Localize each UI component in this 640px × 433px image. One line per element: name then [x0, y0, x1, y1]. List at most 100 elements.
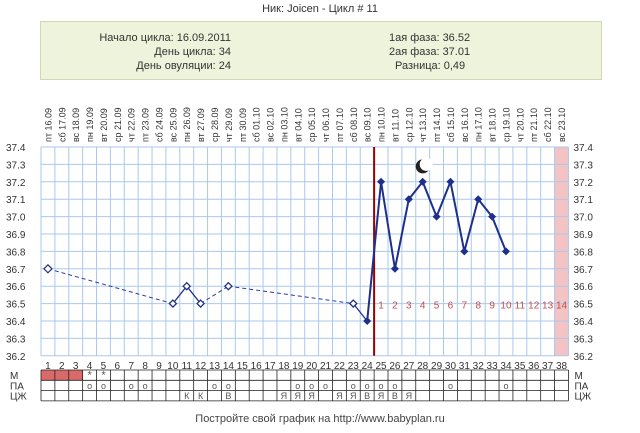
- row-mark-pa: о: [392, 381, 397, 391]
- date-label: вс 02.10: [266, 108, 276, 142]
- row-mark-cj: Я: [350, 391, 357, 401]
- day-number-label: 2: [59, 361, 65, 372]
- date-label: вс 16.10: [460, 108, 470, 142]
- date-label: пт 23.09: [141, 108, 151, 142]
- date-label: ср 19.10: [501, 107, 511, 142]
- day-number-label: 15: [237, 361, 249, 372]
- phase2-day-number: 8: [475, 301, 481, 312]
- phase2-day-number: 9: [489, 301, 495, 312]
- date-label: вт 27.09: [196, 108, 206, 142]
- series-segment: [421, 181, 438, 217]
- y-tick-label-right: 36.7: [573, 265, 593, 276]
- y-tick-label-right: 37.4: [573, 143, 593, 154]
- day-number-label: 22: [334, 361, 346, 372]
- y-tick-label-right: 36.8: [573, 247, 593, 258]
- y-tick-label-left: 36.6: [6, 282, 26, 293]
- y-tick-label-right: 37.1: [573, 195, 593, 206]
- bbt-chart: 37.4 37.4 37.3 37.3 37.2 37.2 37.1 37.1 37.0 37.0…: [6, 107, 593, 403]
- day-number-label: 18: [278, 361, 290, 372]
- date-label: вс 09.10: [363, 108, 373, 142]
- row-mark-cj: Я: [336, 391, 343, 401]
- row-mark-pa: о: [143, 381, 148, 391]
- row-mark-cj: К: [198, 391, 204, 401]
- phase2-day-number: 14: [556, 301, 568, 312]
- row-mark-cj: В: [225, 391, 231, 401]
- y-tick-label-left: 36.4: [6, 317, 26, 328]
- date-label: пн 10.10: [377, 107, 387, 142]
- row-mark-cj: Я: [295, 391, 302, 401]
- y-tick-label-left: 37.3: [6, 160, 26, 171]
- date-label: ср 21.09: [113, 107, 123, 142]
- phase2-day-number: 12: [528, 301, 540, 312]
- y-tick-label-right: 36.9: [573, 230, 593, 241]
- data-point: [196, 299, 206, 309]
- day-number-label: 36: [528, 361, 540, 372]
- day-number-label: 4: [87, 361, 93, 372]
- row-label-cj-right: ЦЖ: [574, 392, 591, 403]
- series-segment: [228, 285, 354, 305]
- row-mark-cj: Я: [378, 391, 385, 401]
- date-label: чт 13.10: [418, 108, 428, 142]
- y-tick-label-right: 36.4: [573, 317, 593, 328]
- series-segment: [352, 303, 368, 322]
- phase2-day-number: 10: [500, 301, 512, 312]
- day-number-label: 8: [142, 361, 148, 372]
- day-number-label: 25: [375, 361, 387, 372]
- date-label: пн 17.10: [474, 107, 484, 142]
- chart-title: Ник: Joicen - Цикл # 11: [262, 3, 378, 15]
- data-point: [446, 177, 455, 186]
- phase2-day-number: 5: [434, 301, 440, 312]
- date-label: пн 19.09: [85, 107, 95, 142]
- row-mark-pa: о: [503, 381, 508, 391]
- data-point: [390, 264, 399, 273]
- date-label: вт 20.09: [99, 108, 109, 142]
- footer-link[interactable]: Постройте свой график на http://www.baby…: [195, 413, 445, 425]
- date-label: сб 17.09: [57, 107, 67, 142]
- data-point: [182, 281, 192, 291]
- row-mark-pa: о: [295, 381, 300, 391]
- y-tick-label-left: 37.2: [6, 178, 26, 189]
- row-mark-pa: о: [212, 381, 217, 391]
- date-label: сб 01.10: [252, 107, 262, 142]
- day-number-label: 35: [514, 361, 526, 372]
- row-mark-pa: о: [309, 381, 314, 391]
- day-number-label: 37: [542, 361, 554, 372]
- date-label: ср 12.10: [404, 107, 414, 142]
- date-label: чт 06.10: [321, 108, 331, 142]
- series-segment: [435, 181, 452, 217]
- row-label-cj-left: ЦЖ: [10, 392, 27, 403]
- series-segment: [393, 199, 410, 269]
- difference-text: Разница: 0,49: [395, 60, 466, 72]
- row-mark-pa: о: [323, 381, 328, 391]
- data-point: [168, 299, 178, 309]
- data-point: [488, 212, 497, 221]
- series-segment: [477, 198, 493, 218]
- y-tick-label-right: 37.2: [573, 178, 593, 189]
- series-segment: [408, 181, 424, 200]
- day-number-label: 5: [101, 361, 107, 372]
- day-number-label: 38: [556, 361, 568, 372]
- series-segment: [491, 216, 507, 252]
- day-number-label: 14: [223, 361, 235, 372]
- day-number-label: 23: [348, 361, 360, 372]
- day-number-label: 13: [209, 361, 221, 372]
- menses-cell: [54, 370, 69, 381]
- date-label: пн 26.09: [182, 107, 192, 142]
- date-label: вс 18.09: [71, 108, 81, 142]
- date-label: сб 22.10: [543, 107, 553, 142]
- series-segment: [463, 198, 480, 252]
- day-number-label: 11: [182, 361, 193, 372]
- row-label-pa-left: ПА: [10, 381, 24, 392]
- day-number-label: 21: [320, 361, 332, 372]
- data-point: [348, 299, 358, 309]
- day-number-label: 34: [500, 361, 512, 372]
- menses-cell: [41, 370, 55, 381]
- date-label: сб 08.10: [349, 107, 359, 142]
- data-point: [377, 177, 386, 186]
- data-point: [43, 263, 53, 274]
- day-number-label: 1: [45, 361, 51, 372]
- cycle-info-panel: Начало цикла: 16.09.2011 День цикла: 34 …: [40, 21, 602, 80]
- cycle-day-text: День цикла: 34: [154, 46, 231, 58]
- day-number-label: 24: [362, 361, 374, 372]
- row-mark-cj: В: [392, 391, 398, 401]
